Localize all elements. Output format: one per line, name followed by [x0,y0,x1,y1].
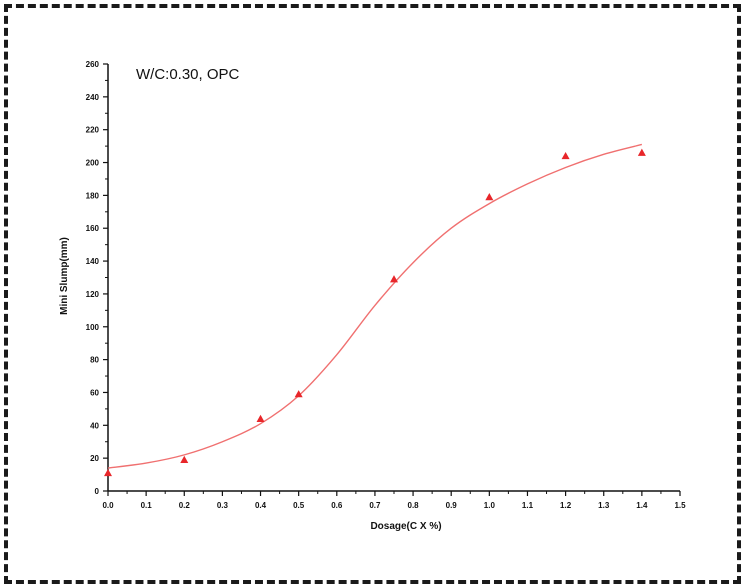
y-tick-label: 260 [86,60,100,69]
y-tick-label: 200 [86,159,100,168]
data-point [637,148,646,156]
data-point [485,193,494,201]
x-tick-label: 0.5 [293,501,305,510]
y-tick-label: 80 [90,356,99,365]
y-tick-label: 20 [90,454,99,463]
x-tick-label: 1.3 [598,501,610,510]
y-tick-label: 240 [86,93,100,102]
x-axis-title: Dosage(C X %) [370,521,441,532]
x-tick-label: 0.6 [331,501,343,510]
y-tick-label: 100 [86,323,100,332]
axes [103,63,681,496]
data-point [294,390,303,398]
x-tick-label: 0.7 [369,501,381,510]
data-points-layer [104,148,646,477]
x-tick-label: 0.1 [141,501,153,510]
y-tick-label: 220 [86,126,100,135]
y-tick-label: 180 [86,191,100,200]
fit-curve-layer [107,143,643,469]
data-point [390,275,398,283]
y-tick-label: 0 [95,487,100,496]
y-tick-label: 40 [90,421,99,430]
y-tick-label: 60 [90,388,99,397]
data-point [104,468,112,477]
y-axis-title: Mini Slump(mm) [59,237,70,315]
x-tick-label: 1.1 [522,501,534,510]
x-tick-label: 1.2 [560,501,572,510]
x-tick-label: 0.8 [408,501,420,510]
x-tick-label: 0.4 [255,501,267,510]
y-tick-label: 140 [86,257,100,266]
chart-annotation: W/C:0.30, OPC [136,66,240,83]
y-tick-label: 120 [86,290,100,299]
x-tick-label: 0.9 [446,501,458,510]
tick-labels-layer: 0.0 0.1 0.2 0.3 0.4 0.5 0.6 0.7 0.8 0.9 1.0 1.1 1.2 1… [86,60,686,510]
data-point [256,414,265,422]
data-point [561,151,570,160]
fit-curve-line [107,143,643,469]
x-tick-label: 1.5 [674,501,686,510]
x-tick-label: 0.2 [179,501,191,510]
x-tick-label: 1.0 [484,501,496,510]
x-tick-label: 0.3 [217,501,229,510]
x-tick-label: 1.4 [636,501,648,510]
data-point [180,455,189,463]
x-tick-label: 0.0 [102,501,114,510]
chart-border [4,4,741,584]
y-tick-label: 160 [86,224,100,233]
